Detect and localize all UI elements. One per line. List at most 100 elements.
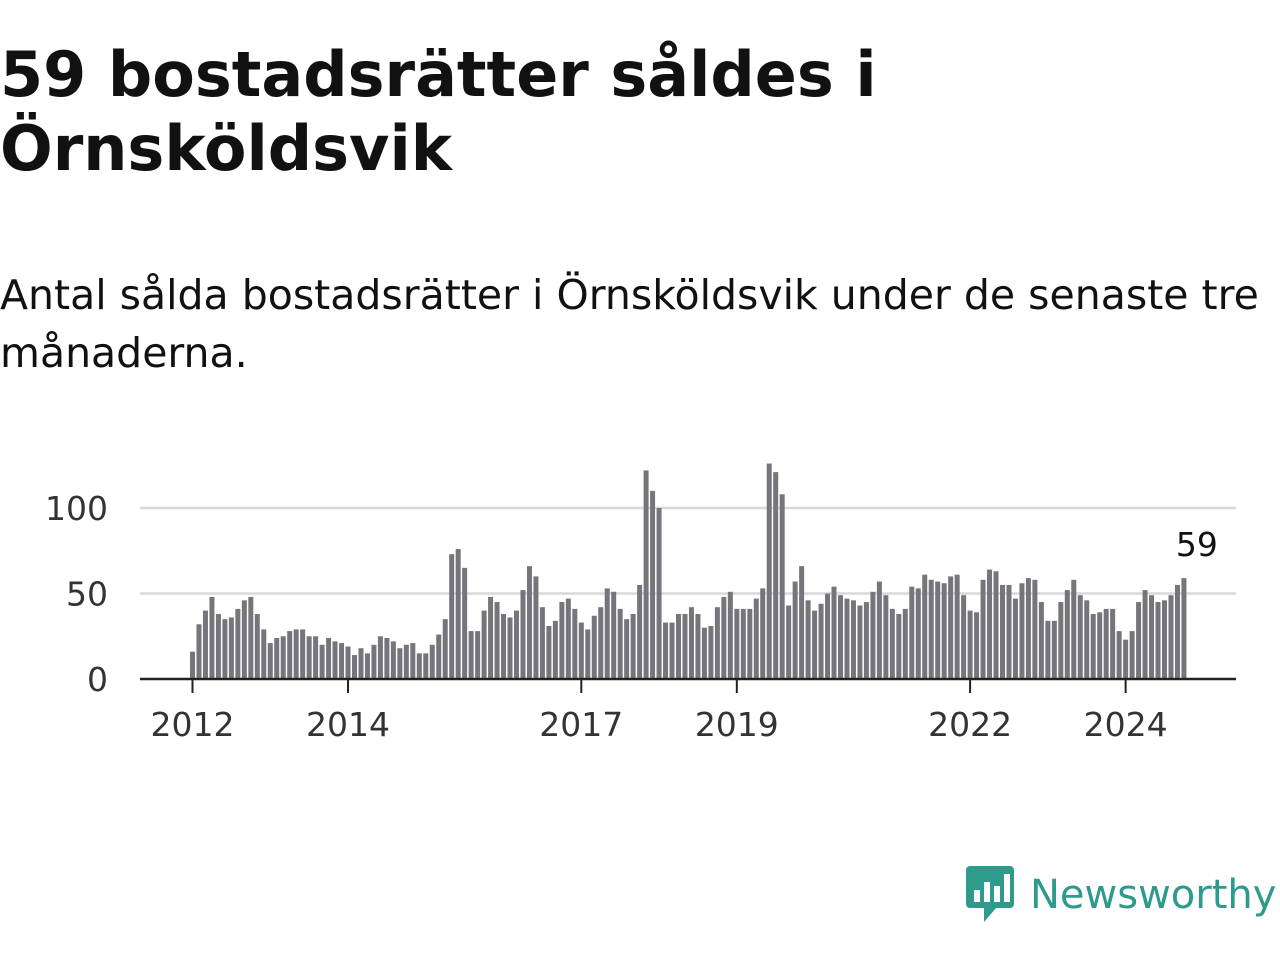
bar [624,619,630,679]
x-tick-label: 2017 [539,705,623,744]
bar [202,610,208,679]
bar [909,586,915,679]
bar [948,576,954,679]
chart-subtitle: Antal sålda bostadsrätter i Örnsköldsvik… [0,271,1259,377]
bar [565,598,571,679]
bar [591,615,597,679]
bar [339,643,345,679]
x-tick-label: 2019 [695,705,779,744]
bar [870,591,876,679]
bar [462,567,468,679]
bar [1000,584,1005,679]
bar [559,602,565,679]
bar [287,631,293,679]
bar [611,591,617,679]
bar [384,637,390,679]
bar [708,625,714,679]
bar [779,494,785,679]
bar [799,566,805,679]
bar [190,651,195,679]
bar [481,610,487,679]
bar [261,629,267,679]
bar [248,596,254,679]
x-tick-label: 2014 [306,705,390,744]
bar [727,591,733,679]
bar [876,581,882,679]
bar [371,644,377,679]
bar [306,636,312,679]
bar [254,614,260,679]
bar [358,648,364,679]
bar [1032,579,1038,679]
bar [701,627,707,679]
bar [1077,595,1083,679]
bar [300,629,306,679]
bar [1149,595,1155,679]
grid-lines [140,506,1236,595]
bar [896,614,902,679]
bar [410,643,416,679]
bar [1051,620,1057,679]
bar [915,588,921,679]
bar [928,579,934,679]
bar [267,643,273,679]
bar [598,607,604,679]
bar [377,636,383,679]
bar [688,607,694,679]
axes [140,677,1236,693]
bars [190,463,1187,679]
bar [1116,631,1122,679]
bar [844,598,850,679]
bar [1025,578,1031,679]
bar [507,617,513,679]
bar [293,629,299,679]
bar [585,629,591,679]
newsworthy-logo-text: Newsworthy [1030,872,1277,918]
bar [682,614,688,679]
bar [669,622,675,679]
bar-chart: 0 50 100 2012 2014 2017 2019 2022 2024 59 [45,463,1236,744]
bar [468,631,474,679]
bar [825,593,831,679]
bar [1155,602,1161,679]
bar [630,614,636,679]
bar [740,608,746,679]
bar [1038,602,1044,679]
bar [552,620,558,679]
bar [922,574,928,679]
bar [364,653,370,679]
bar [1071,579,1077,679]
bar [1181,578,1187,679]
bar [883,595,889,679]
bar [1090,614,1096,679]
bar [313,636,319,679]
bar [572,608,578,679]
y-tick-label: 100 [45,489,108,528]
bar [967,610,973,679]
bar [390,641,396,679]
bar [449,554,455,679]
bar [941,583,947,679]
bar [1129,631,1135,679]
bar [345,646,351,679]
bar [650,490,656,679]
bar [857,605,863,679]
x-tick-label: 2024 [1084,705,1168,744]
bar [578,622,584,679]
bar [436,634,442,679]
bar [1045,620,1051,679]
bar [818,603,824,679]
bar [442,619,448,679]
bar [1110,608,1116,679]
bar [1142,590,1148,679]
bar [416,653,422,679]
y-tick-label: 50 [66,575,108,614]
newsworthy-logo-icon [966,866,1014,922]
bar [954,574,960,679]
bar [1064,590,1070,679]
bar [228,617,234,679]
bar [514,610,519,679]
bar [663,622,669,679]
bar [1006,584,1012,679]
bar [429,644,435,679]
